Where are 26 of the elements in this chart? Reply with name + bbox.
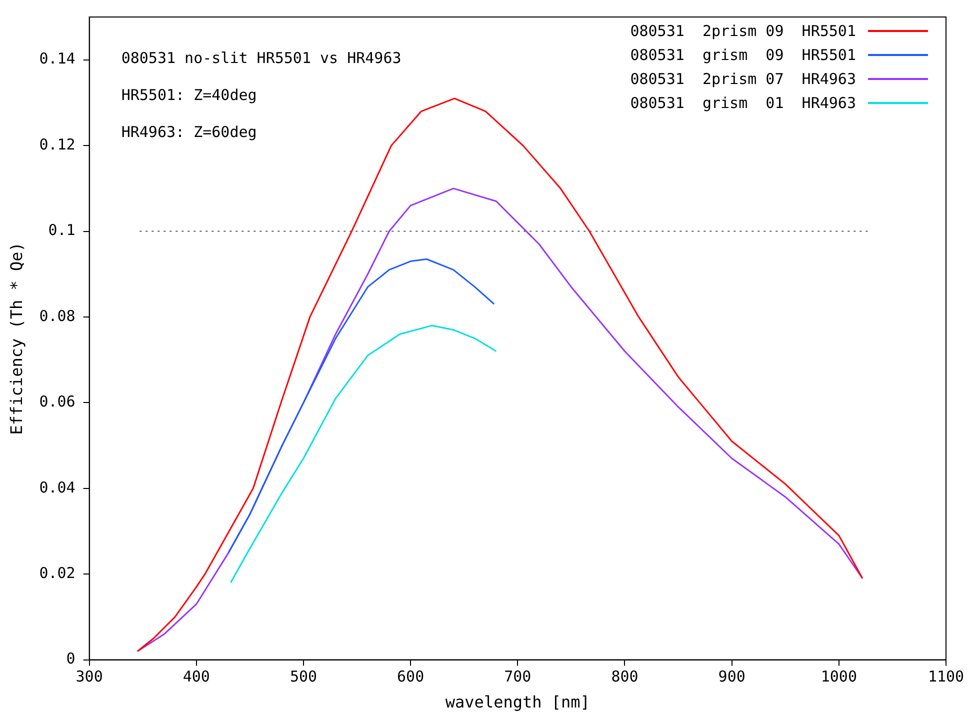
- annotation: 080531 no-slit HR5501 vs HR4963: [121, 48, 402, 67]
- y-tick-label: 0.08: [39, 306, 76, 325]
- y-tick-label: 0.14: [39, 50, 76, 68]
- x-tick-label: 500: [290, 668, 318, 686]
- x-axis-title: wavelength [nm]: [445, 692, 590, 712]
- legend-label: 080531 2prism 09 HR5501: [630, 22, 856, 40]
- y-tick-label: 0.04: [39, 478, 76, 496]
- x-tick-label: 1000: [820, 668, 857, 686]
- x-tick-label: 300: [76, 668, 103, 686]
- legend-label: 080531 grism 01 HR4963: [630, 94, 856, 112]
- x-tick-label: 1100: [928, 668, 964, 686]
- annotation: HR5501: Z=40deg: [121, 86, 257, 104]
- y-tick-label: 0.02: [39, 564, 76, 582]
- y-tick-label: 0.06: [39, 392, 76, 411]
- y-tick-label: 0: [66, 650, 76, 668]
- x-tick-label: 700: [504, 668, 532, 686]
- y-tick-label: 0.12: [39, 135, 76, 154]
- annotation: HR4963: Z=60deg: [121, 122, 257, 141]
- x-tick-label: 900: [718, 668, 746, 686]
- legend-label: 080531 grism 09 HR5501: [630, 46, 856, 64]
- y-axis-title: Efficiency (Th * Qe): [6, 242, 26, 435]
- x-tick-label: 800: [611, 668, 638, 686]
- x-tick-label: 600: [397, 668, 424, 686]
- legend-label: 080531 2prism 07 HR4963: [630, 70, 856, 88]
- y-tick-label: 0.1: [48, 221, 76, 240]
- x-tick-label: 400: [182, 668, 210, 686]
